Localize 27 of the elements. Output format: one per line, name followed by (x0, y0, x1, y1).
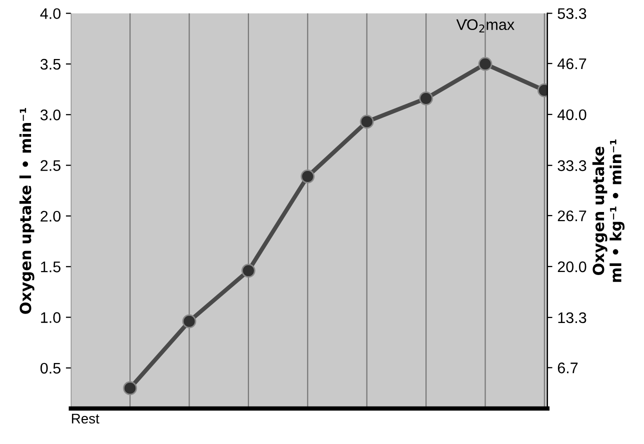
y-tick-label: 2.0 (40, 210, 61, 222)
point (241, 264, 256, 278)
y2-tick-label: 20.0 (558, 261, 586, 272)
annotation: V̇O$_{2}$max (456, 19, 514, 32)
y2-tick-label: 33.3 (558, 160, 586, 172)
y-tick-label: 1.5 (41, 262, 60, 272)
point (419, 91, 433, 106)
y2-tick-label: 40.0 (557, 109, 586, 120)
y2-tick-label: 13.3 (558, 312, 586, 324)
y2-axis-title: Oxygen uptake ml • kg⁻¹ • min⁻¹ (592, 139, 625, 282)
y-tick-label: 2.5 (40, 160, 60, 171)
y2-tick-label: 6.7 (558, 362, 578, 374)
x-tick-label: Rest (72, 414, 100, 424)
y-tick-label: 1.0 (41, 312, 61, 323)
y-tick-label: 3.5 (40, 58, 60, 70)
point (182, 314, 196, 328)
point (478, 57, 492, 71)
y-tick-label: 4.0 (40, 8, 61, 20)
y-tick-label: 0.5 (40, 362, 60, 374)
y-axis-title: Oxygen uptake l • min⁻¹ (19, 108, 34, 314)
point (360, 114, 374, 129)
y2-tick-label: 53.3 (558, 8, 586, 20)
y2-tick-label: 26.7 (558, 210, 586, 222)
y2-tick-label: 46.7 (557, 58, 586, 70)
point (300, 170, 315, 184)
y-tick-label: 3.0 (40, 110, 61, 120)
point (123, 381, 137, 396)
